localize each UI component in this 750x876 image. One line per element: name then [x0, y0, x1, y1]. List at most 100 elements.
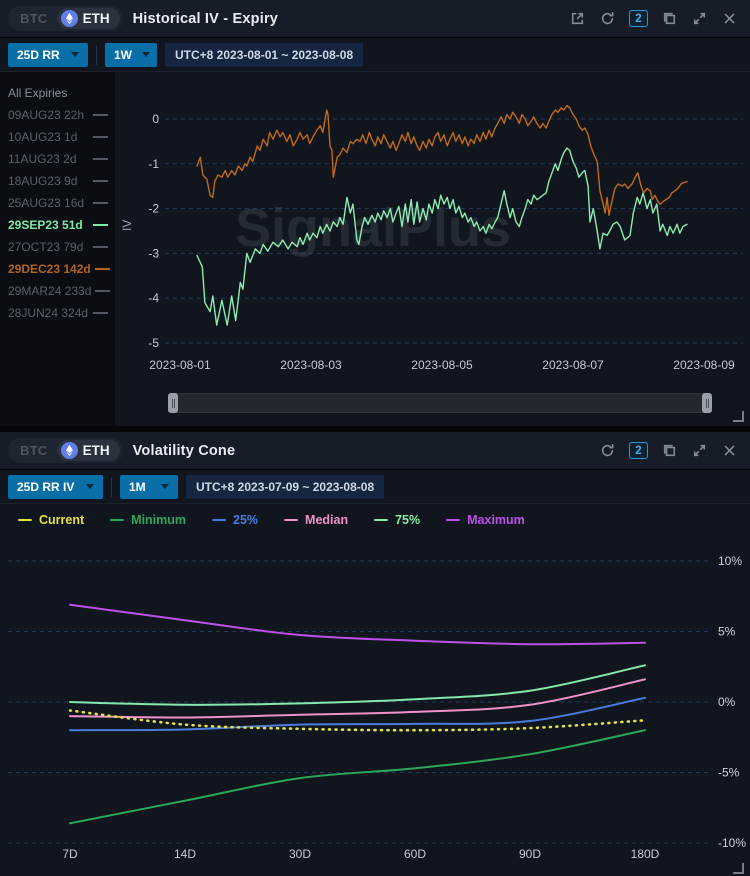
duplicate-icon[interactable]	[661, 442, 678, 459]
legend-item-current[interactable]: Current	[18, 513, 84, 527]
svg-text:5%: 5%	[718, 625, 736, 639]
refresh-icon[interactable]	[599, 442, 616, 459]
eth-toggle[interactable]: ETH	[57, 8, 120, 29]
volatility-cone-chart[interactable]: 10% 5% 0% -5% -10% 7D 14D 30D 60D 90D 180D	[0, 536, 750, 876]
pair-toggle[interactable]: BTC ETH	[8, 438, 123, 463]
expiry-sidebar: All Expiries 09AUG23 22h10AUG23 1d11AUG2…	[0, 72, 115, 426]
metric-dropdown[interactable]: 25D RR	[8, 43, 88, 67]
btc-toggle[interactable]: BTC	[20, 11, 57, 26]
cone-chart-area: 10% 5% 0% -5% -10% 7D 14D 30D 60D 90D 180D	[0, 536, 750, 876]
legend-item-75-[interactable]: 75%	[374, 513, 420, 527]
chevron-down-icon	[142, 52, 150, 57]
eth-label: ETH	[83, 443, 110, 458]
expiry-item[interactable]: 29MAR24 233d	[0, 280, 115, 302]
svg-text:10%: 10%	[718, 554, 742, 568]
period-dropdown-value: 1M	[129, 480, 146, 494]
expiry-item[interactable]: 11AUG23 2d	[0, 148, 115, 170]
expand-icon[interactable]	[691, 10, 708, 27]
period-dropdown[interactable]: 1W	[105, 43, 157, 67]
svg-text:2023-08-03: 2023-08-03	[280, 358, 342, 372]
expiry-item[interactable]: 28JUN24 324d	[0, 302, 115, 324]
window-count-badge[interactable]: 2	[629, 442, 648, 459]
svg-text:-5%: -5%	[718, 766, 740, 780]
expiry-item[interactable]: 18AUG23 9d	[0, 170, 115, 192]
iv-chart-area: SignalPlus0-1-2-3-4-5IV2023-08-012023-08…	[115, 72, 750, 426]
panel-historical-iv: BTC ETH Historical IV - Expiry 2	[0, 0, 750, 426]
expiry-item[interactable]: 29SEP23 51d	[0, 214, 115, 236]
period-dropdown[interactable]: 1M	[120, 475, 178, 499]
series-color-dash	[95, 290, 110, 292]
open-new-window-icon[interactable]	[569, 10, 586, 27]
header-actions: 2	[569, 10, 738, 27]
svg-text:30D: 30D	[289, 847, 311, 861]
svg-text:-10%: -10%	[718, 836, 746, 850]
svg-text:14D: 14D	[174, 847, 196, 861]
panel-resize-handle[interactable]	[733, 863, 744, 874]
svg-text:2023-08-05: 2023-08-05	[411, 358, 473, 372]
toolbar-divider	[111, 477, 112, 497]
chevron-down-icon	[86, 484, 94, 489]
legend-swatch	[110, 519, 124, 522]
svg-text:90D: 90D	[519, 847, 541, 861]
series-color-dash	[93, 202, 108, 204]
series-color-dash	[93, 158, 108, 160]
legend-item-minimum[interactable]: Minimum	[110, 513, 186, 527]
chart-toolbar: 25D RR 1W UTC+8 2023-08-01 ~ 2023-08-08	[0, 38, 750, 72]
window-count-badge[interactable]: 2	[629, 10, 648, 27]
expand-icon[interactable]	[691, 442, 708, 459]
svg-text:2023-08-07: 2023-08-07	[542, 358, 604, 372]
metric-dropdown[interactable]: 25D RR IV	[8, 475, 103, 499]
refresh-icon[interactable]	[599, 10, 616, 27]
expiry-item[interactable]: 25AUG23 16d	[0, 192, 115, 214]
svg-text:SignalPlus: SignalPlus	[235, 198, 511, 258]
expiry-item[interactable]: 09AUG23 22h	[0, 104, 115, 126]
date-range-picker[interactable]: UTC+8 2023-07-09 ~ 2023-08-08	[186, 475, 384, 499]
svg-text:2023-08-01: 2023-08-01	[149, 358, 211, 372]
panel-header: BTC ETH Historical IV - Expiry 2	[0, 0, 750, 38]
historical-iv-chart[interactable]: SignalPlus0-1-2-3-4-5IV2023-08-012023-08…	[115, 78, 750, 390]
close-icon[interactable]	[721, 442, 738, 459]
expiry-item[interactable]: 29DEC23 142d	[0, 258, 115, 280]
series-color-dash	[93, 114, 108, 116]
period-dropdown-value: 1W	[114, 48, 132, 62]
header-actions: 2	[599, 442, 738, 459]
legend-item-maximum[interactable]: Maximum	[446, 513, 525, 527]
legend-swatch	[446, 519, 460, 522]
btc-toggle[interactable]: BTC	[20, 443, 57, 458]
series-color-dash	[95, 268, 110, 270]
svg-text:0%: 0%	[718, 695, 736, 709]
svg-text:-1: -1	[148, 157, 159, 171]
svg-text:2023-08-09: 2023-08-09	[673, 358, 735, 372]
svg-text:IV: IV	[120, 220, 134, 231]
legend-swatch	[284, 519, 298, 522]
eth-icon	[61, 442, 78, 459]
page-title: Volatility Cone	[133, 443, 236, 459]
series-color-dash	[93, 246, 108, 248]
metric-dropdown-value: 25D RR IV	[17, 480, 74, 494]
expiry-item[interactable]: 27OCT23 79d	[0, 236, 115, 258]
pair-toggle[interactable]: BTC ETH	[8, 6, 123, 31]
expiry-item[interactable]: 10AUG23 1d	[0, 126, 115, 148]
svg-text:60D: 60D	[404, 847, 426, 861]
expiry-list-header[interactable]: All Expiries	[0, 82, 115, 104]
panel-resize-handle[interactable]	[733, 411, 744, 422]
cone-legend: Current Minimum 25% Median 75% Maximum	[0, 504, 750, 536]
legend-item-25-[interactable]: 25%	[212, 513, 258, 527]
slider-handle-right[interactable]	[702, 393, 712, 413]
svg-text:-4: -4	[148, 291, 159, 305]
date-range-picker[interactable]: UTC+8 2023-08-01 ~ 2023-08-08	[165, 43, 363, 67]
svg-text:0: 0	[152, 112, 159, 126]
duplicate-icon[interactable]	[661, 10, 678, 27]
slider-handle-left[interactable]	[168, 393, 178, 413]
eth-label: ETH	[83, 11, 110, 26]
time-range-slider[interactable]	[168, 393, 712, 413]
svg-text:180D: 180D	[631, 847, 660, 861]
eth-toggle[interactable]: ETH	[57, 440, 120, 461]
metric-dropdown-value: 25D RR	[17, 48, 60, 62]
close-icon[interactable]	[721, 10, 738, 27]
legend-item-median[interactable]: Median	[284, 513, 348, 527]
series-color-dash	[93, 224, 108, 226]
svg-text:-5: -5	[148, 336, 159, 350]
svg-text:7D: 7D	[62, 847, 78, 861]
series-color-dash	[93, 180, 108, 182]
